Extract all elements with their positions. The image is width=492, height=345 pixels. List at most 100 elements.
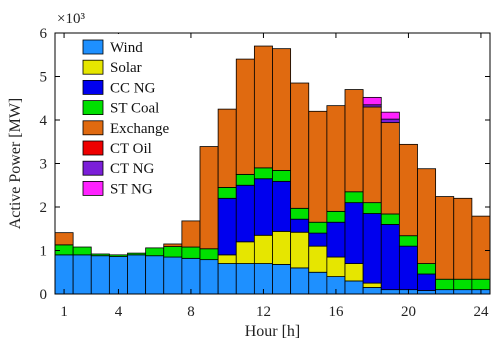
legend-swatch-exchange: [82, 120, 104, 136]
bar-wind-h23: [453, 289, 473, 295]
bar-exchange-h10: [217, 108, 237, 188]
bar-wind-h15: [308, 271, 328, 295]
bar-st-coal-h10: [217, 187, 237, 199]
bar-st-coal-h20: [398, 235, 418, 247]
bar-exchange-h11: [235, 58, 255, 175]
bar-exchange-h17: [344, 89, 364, 193]
bar-ct-ng-h19: [380, 118, 400, 124]
legend-label-ct-ng: CT NG: [110, 161, 154, 177]
legend-label-wind: Wind: [110, 40, 143, 56]
bar-st-coal-h8: [181, 246, 201, 259]
bar-exchange-h12: [253, 45, 273, 169]
bar-wind-h5: [127, 254, 147, 295]
bar-cc-ng-h14: [290, 218, 310, 233]
bar-cc-ng-h12: [253, 178, 273, 236]
bar-wind-h4: [108, 256, 128, 295]
bar-solar-h17: [344, 263, 364, 282]
legend-label-ct-oil: CT Oil: [110, 141, 152, 157]
bar-cc-ng-h11: [235, 184, 255, 243]
bar-exchange-h24: [471, 215, 491, 280]
y-tick-label: 1: [40, 244, 48, 260]
bar-cc-ng-h18: [362, 213, 382, 284]
bar-exchange-h7: [163, 243, 183, 247]
bar-cc-ng-h21: [417, 273, 437, 291]
bar-st-coal-h12: [253, 167, 273, 180]
bar-st-coal-h7: [163, 246, 183, 258]
y-tick-label: 4: [40, 113, 48, 129]
bar-wind-h18: [362, 287, 382, 295]
legend-label-cc-ng: CC NG: [110, 80, 156, 96]
x-tick-label: 24: [473, 304, 489, 320]
bar-st-ng-h19: [380, 111, 400, 120]
bar-solar-h11: [235, 241, 255, 264]
bar-wind-h9: [199, 259, 219, 295]
bar-st-coal-h24: [471, 278, 491, 291]
bar-wind-h22: [435, 289, 455, 295]
bar-solar-h10: [217, 254, 237, 264]
bar-exchange-h1: [54, 232, 74, 246]
x-tick-label: 1: [60, 304, 68, 320]
bar-solar-h16: [326, 256, 346, 277]
x-tick-label: 8: [187, 304, 195, 320]
bar-wind-h3: [90, 255, 110, 295]
bar-exchange-h8: [181, 220, 201, 248]
bar-st-coal-h2: [72, 246, 92, 256]
bar-exchange-h21: [417, 168, 437, 264]
bar-cc-ng-h17: [344, 202, 364, 264]
legend-label-st-coal: ST Coal: [110, 101, 159, 117]
bar-cc-ng-h15: [308, 232, 328, 247]
bar-st-coal-h13: [272, 170, 292, 182]
y-multiplier-label: ×10³: [57, 11, 85, 27]
bar-st-coal-h21: [417, 263, 437, 275]
bar-cc-ng-h20: [398, 245, 418, 291]
bar-solar-h15: [308, 245, 328, 273]
bar-wind-h14: [290, 267, 310, 295]
bar-st-coal-h4: [108, 254, 128, 257]
legend-label-exchange: Exchange: [110, 121, 169, 137]
bar-solar-h14: [290, 231, 310, 269]
x-tick-label: 4: [115, 304, 123, 320]
bar-wind-h11: [235, 263, 255, 295]
bar-cc-ng-h10: [217, 197, 237, 256]
bar-exchange-h14: [290, 82, 310, 209]
legend-label-solar: Solar: [110, 60, 142, 76]
bar-wind-h6: [145, 255, 165, 295]
x-tick-label: 12: [256, 304, 271, 320]
x-axis-label: Hour [h]: [245, 323, 301, 340]
bar-exchange-h13: [272, 48, 292, 171]
bar-st-coal-h5: [127, 252, 147, 256]
legend-swatch-st-coal: [82, 100, 104, 115]
bar-wind-h2: [72, 254, 92, 295]
bar-wind-h19: [380, 289, 400, 295]
legend-swatch-solar: [82, 59, 104, 75]
bar-st-coal-h14: [290, 207, 310, 220]
bar-st-coal-h6: [145, 247, 165, 257]
bar-st-coal-h3: [90, 253, 110, 257]
bar-exchange-h9: [199, 146, 219, 250]
legend-swatch-wind: [82, 39, 104, 55]
bar-st-coal-h19: [380, 213, 400, 225]
bar-st-coal-h11: [235, 173, 255, 186]
bar-wind-h21: [417, 290, 437, 295]
bar-wind-h17: [344, 280, 364, 295]
y-tick-label: 3: [40, 157, 48, 173]
bar-st-coal-h9: [199, 248, 219, 261]
y-axis-label: Active Power [MW]: [7, 98, 24, 230]
legend-swatch-st-ng: [82, 180, 104, 196]
bar-exchange-h22: [435, 196, 455, 280]
bar-exchange-h19: [380, 122, 400, 215]
bar-cc-ng-h16: [326, 221, 346, 258]
bar-st-ng-h18: [362, 96, 382, 106]
bar-exchange-h16: [326, 105, 346, 212]
bar-solar-h13: [272, 230, 292, 265]
y-tick-label: 2: [40, 200, 48, 216]
bar-cc-ng-h19: [380, 223, 400, 291]
legend-label-st-ng: ST NG: [110, 181, 153, 197]
bar-st-coal-h1: [54, 244, 74, 256]
bar-exchange-h15: [308, 110, 328, 223]
y-tick-label: 6: [40, 26, 48, 42]
bar-st-coal-h22: [435, 278, 455, 291]
x-tick-label: 16: [328, 304, 344, 320]
